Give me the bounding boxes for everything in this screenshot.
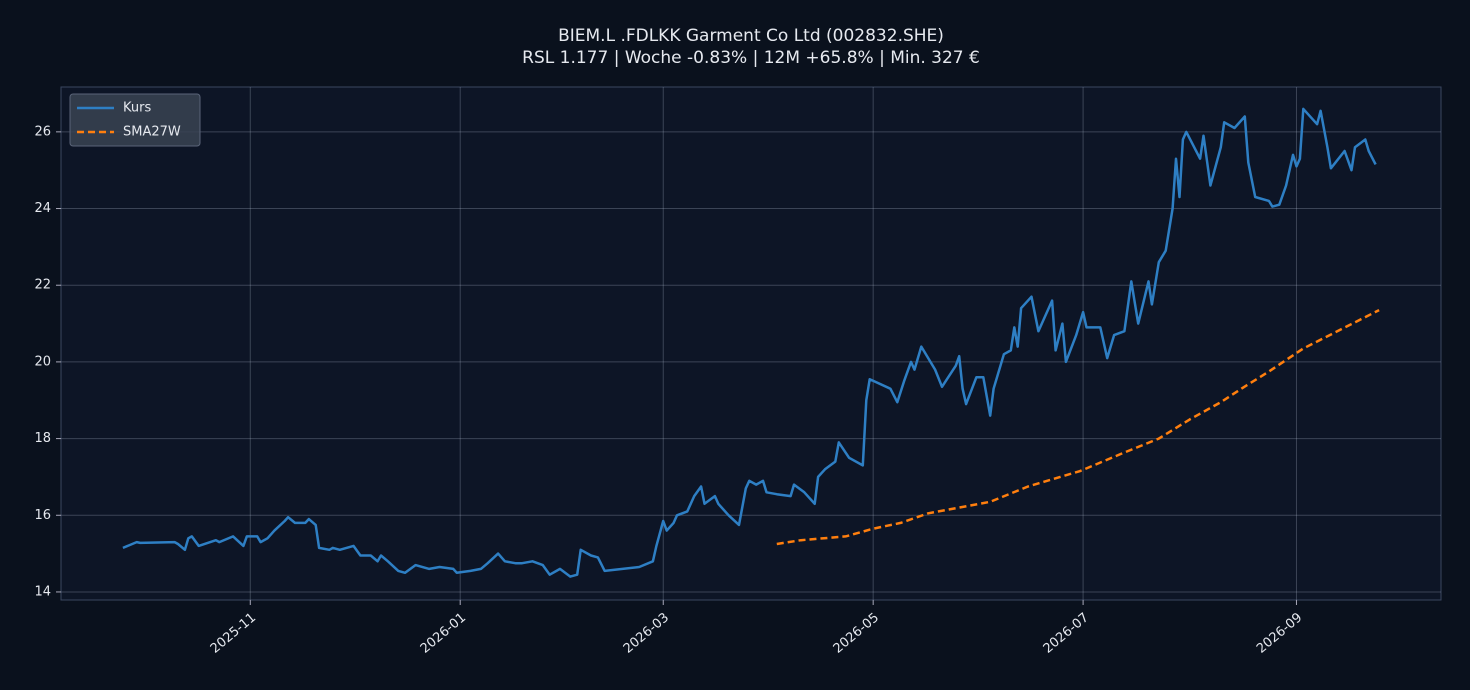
y-tick-label: 22 <box>34 278 51 293</box>
x-tick-label: 2026-03 <box>621 610 672 656</box>
y-tick-label: 14 <box>34 584 51 599</box>
y-tick-label: 20 <box>34 354 51 369</box>
x-tick-label: 2026-07 <box>1041 610 1092 656</box>
chart-title: BIEM.L .FDLKK Garment Co Ltd (002832.SHE… <box>558 26 944 46</box>
y-tick-label: 26 <box>34 124 51 139</box>
plot-area <box>60 86 1442 601</box>
legend-label: SMA27W <box>123 125 181 140</box>
series-line <box>122 107 1377 578</box>
legend-label: Kurs <box>123 101 151 116</box>
chart-subtitle: RSL 1.177 | Woche -0.83% | 12M +65.8% | … <box>522 48 980 68</box>
x-tick-label: 2026-05 <box>831 610 882 656</box>
x-tick-label: 2025-11 <box>208 610 259 656</box>
y-tick-label: 18 <box>34 431 51 446</box>
x-tick-label: 2026-01 <box>418 610 469 656</box>
y-tick-label: 24 <box>34 201 51 216</box>
y-tick-label: 16 <box>34 508 51 523</box>
x-tick-label: 2026-09 <box>1254 610 1305 656</box>
series-line <box>776 308 1380 546</box>
